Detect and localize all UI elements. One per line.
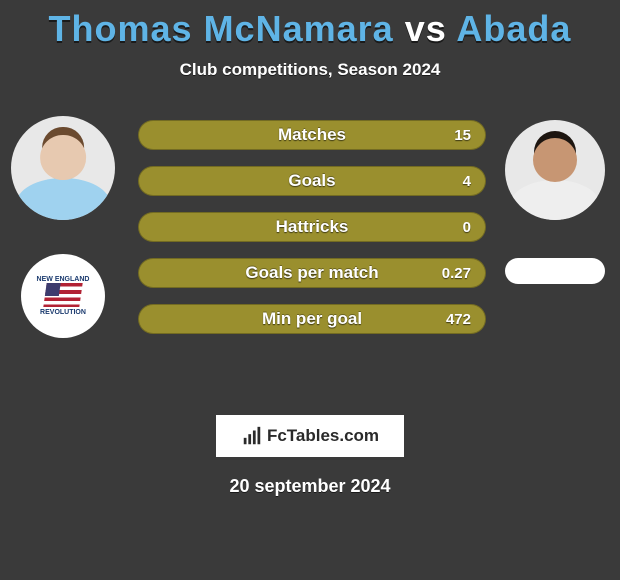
comparison-title: Thomas McNamara vs Abada xyxy=(0,0,620,50)
brand-text: FcTables.com xyxy=(267,426,379,446)
stat-label: Goals xyxy=(139,167,485,195)
date-text: 20 september 2024 xyxy=(0,476,620,497)
stat-bar-row: Min per goal472 xyxy=(138,304,486,334)
player1-head xyxy=(40,135,86,181)
stat-bar-row: Hattricks0 xyxy=(138,212,486,242)
player1-name: Thomas McNamara xyxy=(49,8,394,49)
club-text-top: NEW ENGLAND xyxy=(37,276,90,283)
player2-name: Abada xyxy=(456,8,571,49)
chart-icon xyxy=(241,425,263,447)
player2-head xyxy=(533,138,577,182)
us-flag-icon xyxy=(43,283,82,307)
right-column xyxy=(500,116,610,284)
left-column: NEW ENGLAND REVOLUTION xyxy=(8,116,118,338)
stat-value-right: 0 xyxy=(463,213,471,241)
club-text-bottom: REVOLUTION xyxy=(40,309,86,316)
player1-shirt xyxy=(16,178,110,220)
subtitle: Club competitions, Season 2024 xyxy=(0,60,620,80)
stat-label: Goals per match xyxy=(139,259,485,287)
stat-label: Hattricks xyxy=(139,213,485,241)
stat-bar-row: Goals per match0.27 xyxy=(138,258,486,288)
player1-club-logo: NEW ENGLAND REVOLUTION xyxy=(21,254,105,338)
stat-label: Matches xyxy=(139,121,485,149)
player1-avatar xyxy=(11,116,115,220)
brand-box: FcTables.com xyxy=(215,414,405,458)
player2-shirt xyxy=(510,180,600,220)
stat-value-right: 0.27 xyxy=(442,259,471,287)
stat-bar-row: Goals4 xyxy=(138,166,486,196)
stat-bars: Matches15 Goals4 Hattricks0 Goals per match… xyxy=(138,120,486,350)
stat-label: Min per goal xyxy=(139,305,485,333)
player2-avatar xyxy=(505,120,605,220)
vs-text: vs xyxy=(405,8,447,49)
stat-value-right: 15 xyxy=(454,121,471,149)
content-area: NEW ENGLAND REVOLUTION Matches15 Goals4 Ha… xyxy=(0,116,620,386)
stat-value-right: 4 xyxy=(463,167,471,195)
player2-club-placeholder xyxy=(505,258,605,284)
stat-bar-row: Matches15 xyxy=(138,120,486,150)
stat-value-right: 472 xyxy=(446,305,471,333)
